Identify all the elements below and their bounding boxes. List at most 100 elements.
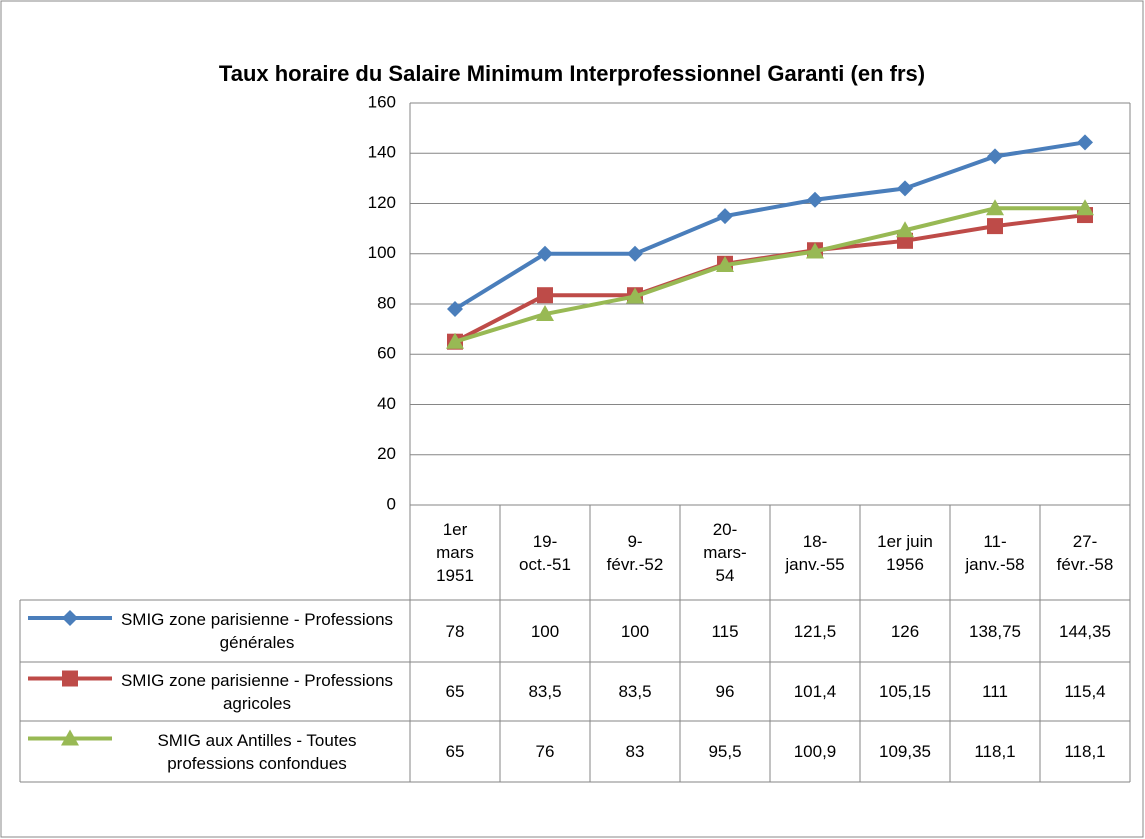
x-tick-label: 1er mars 1951 bbox=[410, 505, 500, 600]
legend-label: SMIG zone parisienne - Professions agric… bbox=[112, 662, 402, 721]
table-value-text: 109,35 bbox=[879, 742, 931, 761]
x-tick-label: 11-janv.-58 bbox=[950, 505, 1040, 600]
table-value: 65 bbox=[410, 662, 500, 721]
table-value: 121,5 bbox=[770, 600, 860, 662]
y-tick-label: 0 bbox=[387, 494, 396, 513]
table-value-text: 121,5 bbox=[793, 621, 837, 641]
marker bbox=[447, 301, 463, 318]
table-value-text: 138,75 bbox=[969, 621, 1021, 641]
legend-label: SMIG zone parisienne - Professions génér… bbox=[112, 600, 402, 662]
x-tick-label-text: 27-févr.-58 bbox=[1056, 531, 1114, 574]
marker bbox=[627, 245, 643, 262]
marker bbox=[536, 305, 554, 322]
y-tick-label: 140 bbox=[368, 143, 396, 162]
marker bbox=[896, 221, 914, 238]
y-tick-label: 80 bbox=[377, 293, 396, 312]
table-value-text: 96 bbox=[715, 682, 735, 701]
table-value: 100,9 bbox=[770, 721, 860, 782]
marker bbox=[717, 208, 733, 225]
table-value-text: 118,1 bbox=[974, 742, 1016, 761]
table-value: 118,1 bbox=[950, 721, 1040, 782]
x-tick-label-text: 1er mars 1951 bbox=[436, 520, 474, 585]
table-value: 100 bbox=[500, 600, 590, 662]
x-tick-label: 9-févr.-52 bbox=[590, 505, 680, 600]
marker bbox=[537, 287, 553, 304]
table-value: 96 bbox=[680, 662, 770, 721]
table-value-text: 83 bbox=[625, 742, 645, 761]
table-value-text: 78 bbox=[445, 621, 465, 641]
table-value: 109,35 bbox=[860, 721, 950, 782]
table-value: 126 bbox=[860, 600, 950, 662]
marker bbox=[807, 191, 823, 208]
marker bbox=[897, 180, 913, 197]
x-tick-label-text: 18-janv.-55 bbox=[785, 531, 845, 574]
y-tick-label: 100 bbox=[368, 243, 396, 262]
x-tick-label: 1er juin 1956 bbox=[860, 505, 950, 600]
table-value-text: 111 bbox=[982, 682, 1008, 701]
table-value: 115,4 bbox=[1040, 662, 1130, 721]
marker bbox=[1077, 134, 1093, 151]
table-value: 83,5 bbox=[590, 662, 680, 721]
x-tick-label-text: 9-févr.-52 bbox=[606, 531, 664, 574]
table-value-text: 100 bbox=[620, 621, 650, 641]
table-value: 101,4 bbox=[770, 662, 860, 721]
legend-marker bbox=[62, 610, 78, 626]
x-tick-label-text: 1er juin 1956 bbox=[877, 531, 933, 574]
table-value-text: 95,5 bbox=[708, 742, 742, 761]
table-value: 95,5 bbox=[680, 721, 770, 782]
table-value-text: 83,5 bbox=[618, 682, 652, 701]
table-value-text: 83,5 bbox=[528, 682, 562, 701]
legend-label-text: SMIG zone parisienne - Professions agric… bbox=[120, 670, 394, 713]
table-value-text: 76 bbox=[535, 742, 555, 761]
table-value: 65 bbox=[410, 721, 500, 782]
table-value: 83,5 bbox=[500, 662, 590, 721]
marker bbox=[446, 332, 464, 349]
table-value-text: 105,15 bbox=[879, 682, 931, 701]
table-value-text: 65 bbox=[445, 742, 465, 761]
marker bbox=[987, 218, 1003, 235]
legend-marker bbox=[61, 729, 79, 746]
x-tick-label-text: 20-mars-54 bbox=[703, 520, 747, 585]
x-tick-label-text: 19-oct.-51 bbox=[519, 531, 571, 574]
table-value-text: 144,35 bbox=[1059, 621, 1111, 641]
y-tick-label: 40 bbox=[377, 394, 396, 413]
table-value-text: 115,4 bbox=[1064, 682, 1106, 701]
line bbox=[453, 140, 1086, 311]
line bbox=[454, 206, 1085, 344]
y-tick-label: 20 bbox=[377, 444, 396, 463]
table-value-text: 126 bbox=[890, 621, 920, 641]
marker bbox=[716, 256, 734, 273]
table-value: 144,35 bbox=[1040, 600, 1130, 662]
table-value: 100 bbox=[590, 600, 680, 662]
x-tick-label: 20-mars-54 bbox=[680, 505, 770, 600]
marker bbox=[806, 242, 824, 259]
x-tick-label-text: 11-janv.-58 bbox=[965, 531, 1025, 574]
table-value: 76 bbox=[500, 721, 590, 782]
legend-marker bbox=[62, 670, 78, 687]
x-tick-label: 27-févr.-58 bbox=[1040, 505, 1130, 600]
x-tick-label: 18-janv.-55 bbox=[770, 505, 860, 600]
table-value: 78 bbox=[410, 600, 500, 662]
y-tick-label: 120 bbox=[368, 193, 396, 212]
table-value: 118,1 bbox=[1040, 721, 1130, 782]
table-value: 111 bbox=[950, 662, 1040, 721]
legend-label-text: SMIG zone parisienne - Professions génér… bbox=[120, 610, 394, 652]
table-value-text: 100,9 bbox=[793, 742, 837, 761]
marker bbox=[626, 287, 644, 304]
marker bbox=[986, 199, 1004, 216]
marker bbox=[537, 245, 553, 262]
table-value: 83 bbox=[590, 721, 680, 782]
table-value-text: 101,4 bbox=[793, 682, 837, 701]
y-tick-label: 60 bbox=[377, 344, 396, 363]
y-tick-label: 160 bbox=[368, 92, 396, 111]
table-value-text: 118,1 bbox=[1064, 742, 1106, 761]
marker bbox=[1076, 199, 1094, 216]
x-tick-label: 19-oct.-51 bbox=[500, 505, 590, 600]
legend-label: SMIG aux Antilles - Toutes professions c… bbox=[112, 721, 402, 782]
table-value-text: 65 bbox=[445, 682, 465, 701]
legend-label-text: SMIG aux Antilles - Toutes professions c… bbox=[157, 730, 357, 773]
table-value: 115 bbox=[680, 600, 770, 662]
